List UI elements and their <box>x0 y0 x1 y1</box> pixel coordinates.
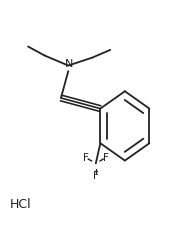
Text: F: F <box>103 153 109 162</box>
Text: F: F <box>83 153 89 162</box>
Text: HCl: HCl <box>10 198 31 211</box>
Text: F: F <box>93 171 99 181</box>
Text: N: N <box>65 59 73 69</box>
